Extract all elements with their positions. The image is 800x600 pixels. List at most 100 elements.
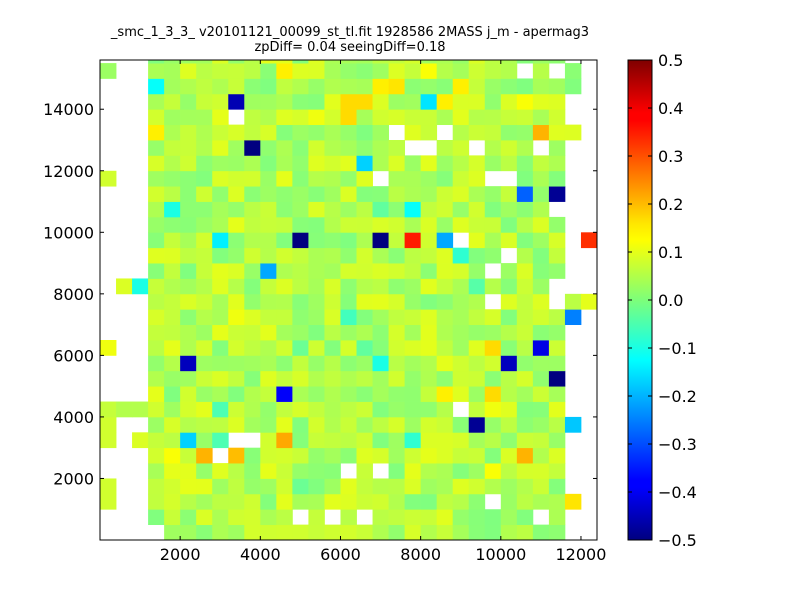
heatmap-cell bbox=[452, 278, 470, 295]
heatmap-cell bbox=[324, 447, 341, 464]
heatmap-cell bbox=[420, 78, 438, 95]
heatmap-cell bbox=[260, 416, 277, 433]
heatmap-cell bbox=[212, 140, 229, 156]
heatmap-cell bbox=[308, 493, 325, 510]
heatmap-cell bbox=[484, 370, 502, 387]
heatmap-cell bbox=[468, 216, 486, 233]
heatmap-cell bbox=[292, 493, 309, 510]
heatmap-cell bbox=[260, 324, 277, 341]
heatmap-cell bbox=[148, 432, 165, 449]
heatmap-cell bbox=[196, 60, 213, 64]
heatmap-cell bbox=[532, 309, 550, 326]
heatmap-cell bbox=[388, 201, 406, 218]
heatmap-cell bbox=[356, 232, 373, 249]
heatmap-cell bbox=[164, 170, 181, 187]
heatmap-cell bbox=[180, 370, 197, 387]
heatmap-cell bbox=[532, 432, 550, 449]
heatmap-cell bbox=[324, 355, 341, 372]
heatmap-cell bbox=[260, 509, 277, 526]
heatmap-cell bbox=[436, 493, 454, 510]
heatmap-cell bbox=[484, 309, 502, 326]
heatmap-cell bbox=[164, 370, 181, 387]
heatmap-cell bbox=[372, 355, 389, 372]
heatmap-cell bbox=[372, 416, 389, 433]
heatmap-cell bbox=[340, 478, 357, 495]
heatmap-cell bbox=[196, 309, 213, 326]
heatmap-cell bbox=[516, 478, 534, 495]
heatmap-cell bbox=[500, 370, 518, 387]
heatmap-cell bbox=[324, 63, 341, 79]
heatmap-cell bbox=[436, 401, 454, 418]
heatmap-cell bbox=[452, 416, 470, 433]
heatmap-cell bbox=[388, 524, 406, 541]
colorbar-tick-label: −0.3 bbox=[658, 435, 697, 454]
heatmap-cell bbox=[244, 124, 261, 141]
heatmap-cell bbox=[404, 370, 422, 387]
heatmap-cell bbox=[468, 78, 486, 95]
heatmap-cell bbox=[340, 278, 357, 295]
heatmap-cell bbox=[260, 493, 277, 510]
heatmap-cell bbox=[148, 493, 165, 510]
heatmap-cell bbox=[324, 416, 341, 433]
heatmap-cell bbox=[388, 232, 406, 249]
heatmap-cell bbox=[164, 386, 181, 402]
heatmap-cell bbox=[148, 232, 165, 249]
heatmap-cell bbox=[148, 186, 165, 202]
heatmap-cell bbox=[276, 60, 293, 64]
heatmap-cell bbox=[548, 78, 566, 95]
heatmap-cell bbox=[148, 93, 165, 110]
heatmap-cell bbox=[452, 140, 470, 156]
heatmap-cell bbox=[164, 63, 181, 79]
heatmap-cell bbox=[516, 170, 534, 187]
heatmap-cell bbox=[324, 401, 341, 418]
heatmap-cell bbox=[292, 432, 309, 449]
heatmap-cell bbox=[516, 293, 534, 310]
heatmap-cell bbox=[484, 216, 502, 233]
heatmap-cell bbox=[468, 201, 486, 218]
heatmap-cell bbox=[420, 401, 438, 418]
heatmap-cell bbox=[388, 401, 406, 418]
heatmap-cell bbox=[404, 232, 422, 249]
heatmap-cell bbox=[420, 232, 438, 249]
heatmap-cell bbox=[452, 447, 470, 464]
heatmap-cell bbox=[372, 509, 389, 526]
heatmap-cell bbox=[372, 478, 389, 495]
heatmap-cell bbox=[468, 155, 486, 172]
heatmap-cell bbox=[452, 340, 470, 356]
heatmap-cell bbox=[516, 509, 534, 526]
heatmap-cell bbox=[212, 278, 229, 295]
heatmap-cell bbox=[292, 370, 309, 387]
heatmap-cell bbox=[436, 463, 454, 479]
heatmap-cell bbox=[260, 447, 277, 464]
heatmap-cell bbox=[436, 186, 454, 202]
heatmap-cell bbox=[548, 170, 566, 187]
heatmap-cell bbox=[324, 140, 341, 156]
heatmap-cell bbox=[164, 293, 181, 310]
y-tick-label: 6000 bbox=[53, 346, 94, 365]
heatmap-cell bbox=[180, 109, 197, 126]
heatmap-cell bbox=[500, 432, 518, 449]
heatmap-cell bbox=[340, 186, 357, 202]
heatmap-cell bbox=[276, 155, 293, 172]
heatmap-cell bbox=[500, 524, 518, 541]
heatmap-cell bbox=[244, 401, 261, 418]
heatmap-cell bbox=[100, 63, 117, 79]
heatmap-cell bbox=[548, 93, 566, 110]
heatmap-cell bbox=[420, 263, 438, 279]
heatmap-cell bbox=[196, 509, 213, 526]
heatmap-cell bbox=[436, 232, 454, 249]
heatmap-cell bbox=[324, 124, 341, 141]
heatmap-cell bbox=[404, 493, 422, 510]
heatmap-cell bbox=[148, 247, 165, 264]
heatmap-cell bbox=[228, 60, 245, 64]
heatmap-cell bbox=[388, 355, 406, 372]
heatmap-cell bbox=[548, 370, 566, 387]
heatmap-cell bbox=[404, 93, 422, 110]
heatmap-cell bbox=[324, 493, 341, 510]
heatmap-cell bbox=[404, 524, 422, 541]
heatmap-cell bbox=[516, 493, 534, 510]
heatmap-cell bbox=[388, 340, 406, 356]
heatmap-cell bbox=[500, 478, 518, 495]
heatmap-cell bbox=[436, 447, 454, 464]
heatmap-cell bbox=[308, 355, 325, 372]
